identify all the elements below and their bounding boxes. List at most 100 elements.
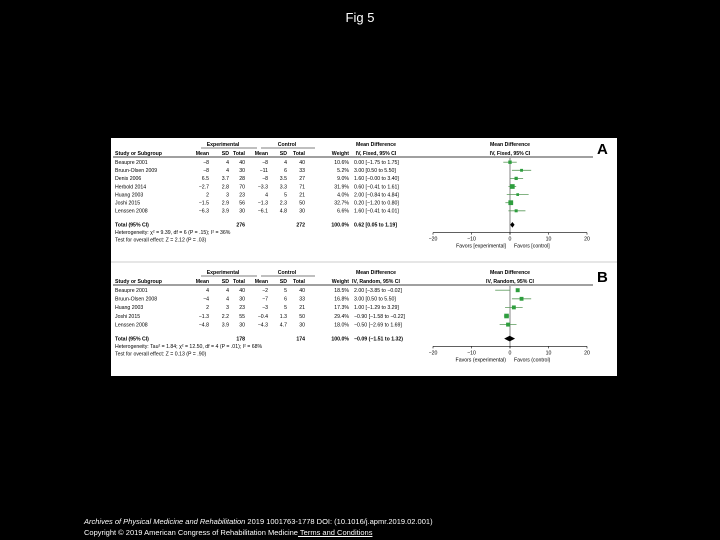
panel-a-study-weight-5: 32.7% [334,201,349,207]
panel-a-col-weight: Weight [332,151,349,157]
panel-b-col-ctrl-0: Mean [255,279,268,285]
panel-a-study-sd1-4: 3 [226,192,229,198]
citation: Archives of Physical Medicine and Rehabi… [84,516,433,538]
terms-link[interactable]: Terms and Conditions [297,528,373,537]
panel-b-study-ci-2: 1.00 [−1.29 to 3.29] [354,305,399,311]
panel-a-study-sd1-2: 3.7 [222,176,229,182]
panel-a-study-sd1-6: 3.9 [222,209,229,215]
panel-b-study-weight-2: 17.3% [334,305,349,311]
panel-b-x-tick-label-1: −10 [467,350,476,356]
panel-b-study-ci-1: 3.00 [0.50 to 5.50] [354,297,396,303]
panel-b-study-n1-2: 23 [239,305,245,311]
panel-b-study-m2-1: −7 [262,297,268,303]
panel-a-study-m2-5: −1.3 [258,201,268,207]
panel-b-study-weight-3: 29.4% [334,314,349,320]
panel-b-total-weight: 100.0% [331,336,349,342]
panel-a-study-name-5: Joshi 2015 [115,201,140,207]
panel-a-study-m2-3: −3.3 [258,184,268,190]
copyright-line: Copyright © 2019 American Congress of Re… [84,527,433,538]
panel-a-study-sd1-5: 2.9 [222,201,229,207]
citation-details: 2019 1001763-1778 DOI: (10.1016/j.apmr.2… [245,517,433,526]
forest-plot-figure: A Experimental Control Mean Difference Mean … [111,138,617,376]
panel-b-plot-header: Mean Difference [490,270,530,276]
panel-b-study-n2-3: 50 [299,314,305,320]
panel-b-group-experimental: Experimental [207,270,240,276]
panel-b-total-ci: −0.09 (−1.51 to 1.32) [354,336,403,342]
panel-b-study-sd1-2: 3 [226,305,229,311]
panel-a-study-marker-1 [520,168,523,172]
panel-a-total-weight: 100.0% [331,223,349,229]
panel-a-total-n1: 276 [236,223,245,229]
panel-b-study-marker-4 [506,322,511,327]
panel-b-study-m1-0: 4 [206,288,209,294]
panel-a-study-m1-2: 6.5 [202,176,209,182]
panel-a-study-sd2-0: 4 [284,160,287,166]
panel-b-x-tick-label-2: 0 [509,350,512,356]
panel-a-study-sd2-6: 4.8 [280,209,287,215]
panel-b-study-ci-3: −0.90 [−1.58 to −0.22] [354,314,405,320]
panel-a-col-ctrl-1: SD [280,151,287,157]
panel-a-study-sd2-1: 6 [284,168,287,174]
panel-b-study-sd1-1: 4 [226,297,229,303]
panel-b-study-marker-1 [519,296,524,301]
panel-b-overall-effect: Test for overall effect: Z = 0.13 (P = .… [115,351,206,357]
panel-a-study-m1-4: 2 [206,192,209,198]
panel-b-study-marker-3 [504,313,509,319]
panel-b-study-sd2-4: 4.7 [280,322,287,328]
copyright-text: Copyright © 2019 American Congress of Re… [84,528,298,537]
panel-a-col-exp-0: Mean [196,151,209,157]
page-title: Fig 5 [345,10,375,25]
panel-a-study-m2-1: −11 [260,168,269,174]
panel-a-col-study: Study or Subgroup [115,151,162,157]
panel-a-study-n2-2: 27 [299,176,305,182]
panel-b-total-n1: 178 [236,336,245,342]
panel-a-x-tick-label-0: −20 [429,237,438,243]
panel-a-study-weight-0: 10.6% [334,160,349,166]
panel-a-study-sd2-3: 3.3 [280,184,287,190]
panel-b-group-control: Control [278,270,297,276]
panel-b-col-exp-1: SD [222,279,229,285]
panel-b-study-sd2-1: 6 [284,297,287,303]
panel-b-study-name-4: Lenssen 2008 [115,322,148,328]
panel-b-total-diamond [504,335,516,342]
panel-a-study-ci-1: 3.00 [0.50 to 5.50] [354,168,396,174]
panel-b-study-sd2-0: 5 [284,288,287,294]
panel-a-study-name-1: Bruun-Olsen 2009 [115,168,157,174]
panel-a-study-n1-1: 30 [239,168,245,174]
panel-b-study-marker-0 [515,288,520,293]
panel-a-study-marker-4 [516,193,520,196]
panel-a-study-m2-4: 4 [265,192,268,198]
panel-a-x-tick-label-1: −10 [467,237,476,243]
panel-a-study-ci-0: 0.00 [−1.75 to 1.75] [354,160,399,166]
panel-b-col-exp-2: Total [233,279,246,285]
panel-b-study-sd1-0: 4 [226,288,229,294]
panel-b-study-m1-2: 2 [206,305,209,311]
panel-b-study-weight-4: 18.0% [334,322,349,328]
panel-a-col-ctrl-2: Total [293,151,306,157]
panel-b-study-m1-1: −4 [203,297,209,303]
panel-a-study-weight-6: 6.6% [337,209,349,215]
panel-a-total-n2: 272 [296,223,305,229]
panel-a-study-n2-1: 33 [299,168,305,174]
panel-b-study-ci-4: −0.50 [−2.69 to 1.69] [354,322,402,328]
panel-a-study-n2-0: 40 [299,160,305,166]
panel-a-study-sd1-0: 4 [226,160,229,166]
panel-a-study-sd1-1: 4 [226,168,229,174]
panel-a-study-marker-2 [514,176,518,181]
panel-a-col-exp-2: Total [233,151,246,157]
panel-b-study-sd2-3: 1.3 [280,314,287,320]
panel-a-study-ci-5: 0.20 [−1.20 to 0.80] [354,201,399,207]
panel-b-heterogeneity: Heterogeneity: Tau² = 1.84; χ² = 12.50, … [115,344,263,350]
panel-a-label: A [597,141,608,158]
panel-b-study-sd1-4: 3.9 [222,322,229,328]
panel-a-study-weight-2: 9.0% [337,176,349,182]
panel-a-study-ci-6: 1.60 [−0.41 to 4.01] [354,209,399,215]
panel-b-study-n2-0: 40 [299,288,305,294]
panel-b-study-m2-3: −0.4 [258,314,268,320]
panel-a-study-n2-6: 30 [299,209,305,215]
panel-a-study-m2-2: −8 [262,176,268,182]
panel-a-heterogeneity: Heterogeneity: χ² = 9.39, df = 6 (P = .1… [115,230,231,236]
panel-b-study-n1-3: 55 [239,314,245,320]
panel-b-study-m2-2: −3 [262,305,268,311]
panel-a-study-name-0: Beaupre 2001 [115,160,148,166]
